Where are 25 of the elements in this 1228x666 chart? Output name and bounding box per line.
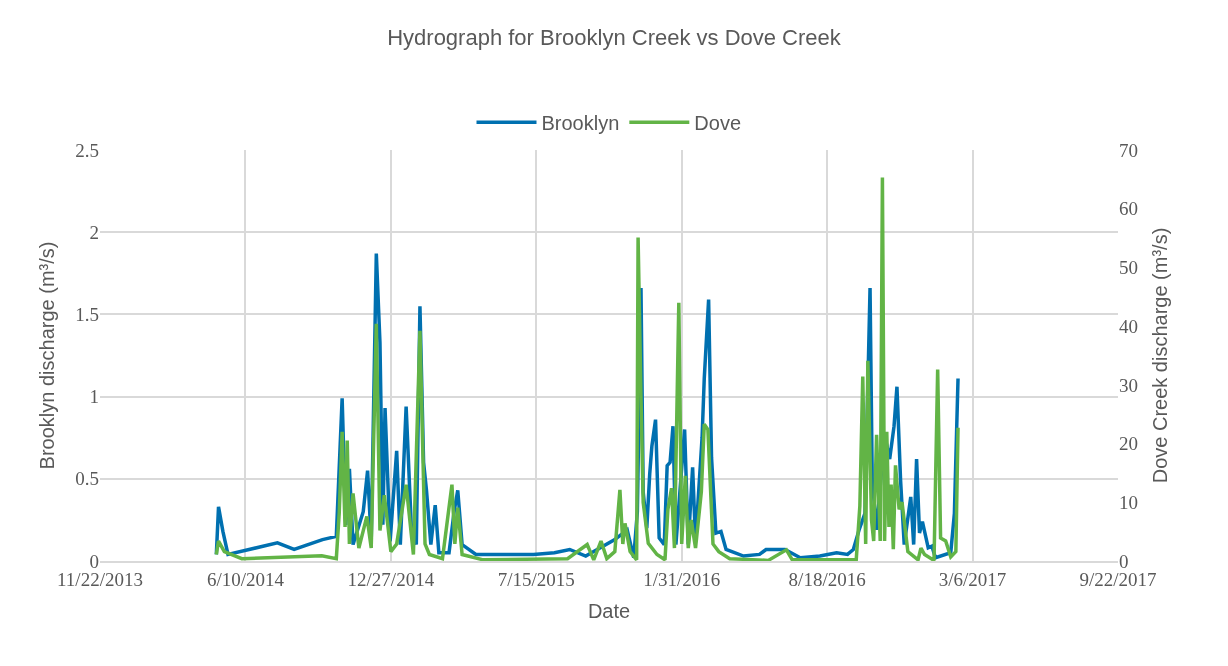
chart-title: Hydrograph for Brooklyn Creek vs Dove Creek — [387, 25, 842, 51]
legend-label: Dove — [694, 112, 742, 135]
y-axis-title: Brooklyn discharge (m³/s) — [35, 241, 58, 470]
x-axis-title: Date — [587, 599, 631, 622]
y2-tick-label: 50 — [1119, 257, 1138, 279]
y2-tick-label: 20 — [1119, 433, 1138, 455]
y2-tick-label: 30 — [1119, 374, 1138, 396]
x-tick-label: 7/15/2015 — [497, 568, 575, 590]
y-tick-label: 1.5 — [75, 304, 99, 326]
x-tick-label: 3/6/2017 — [938, 568, 1007, 590]
y2-tick-label: 60 — [1119, 198, 1138, 220]
y2-tick-label: 10 — [1119, 491, 1138, 513]
x-tick-label: 12/27/2014 — [347, 568, 435, 590]
y2-axis-title: Dove Creek discharge (m³/s) — [1148, 227, 1171, 484]
y-tick-label: 2.5 — [75, 139, 99, 161]
legend-label: Brooklyn — [541, 112, 620, 135]
y-tick-label: 1 — [89, 386, 99, 408]
line-series — [214, 175, 960, 561]
y-tick-label: 0.5 — [75, 468, 99, 490]
x-tick-label: 6/10/2014 — [206, 568, 285, 590]
x-tick-label: 8/18/2016 — [788, 568, 866, 590]
x-tick-label: 1/31/2016 — [643, 568, 721, 590]
y2-tick-label: 40 — [1119, 315, 1138, 337]
y-tick-label: 2 — [89, 221, 99, 243]
y2-tick-label: 70 — [1119, 139, 1138, 161]
